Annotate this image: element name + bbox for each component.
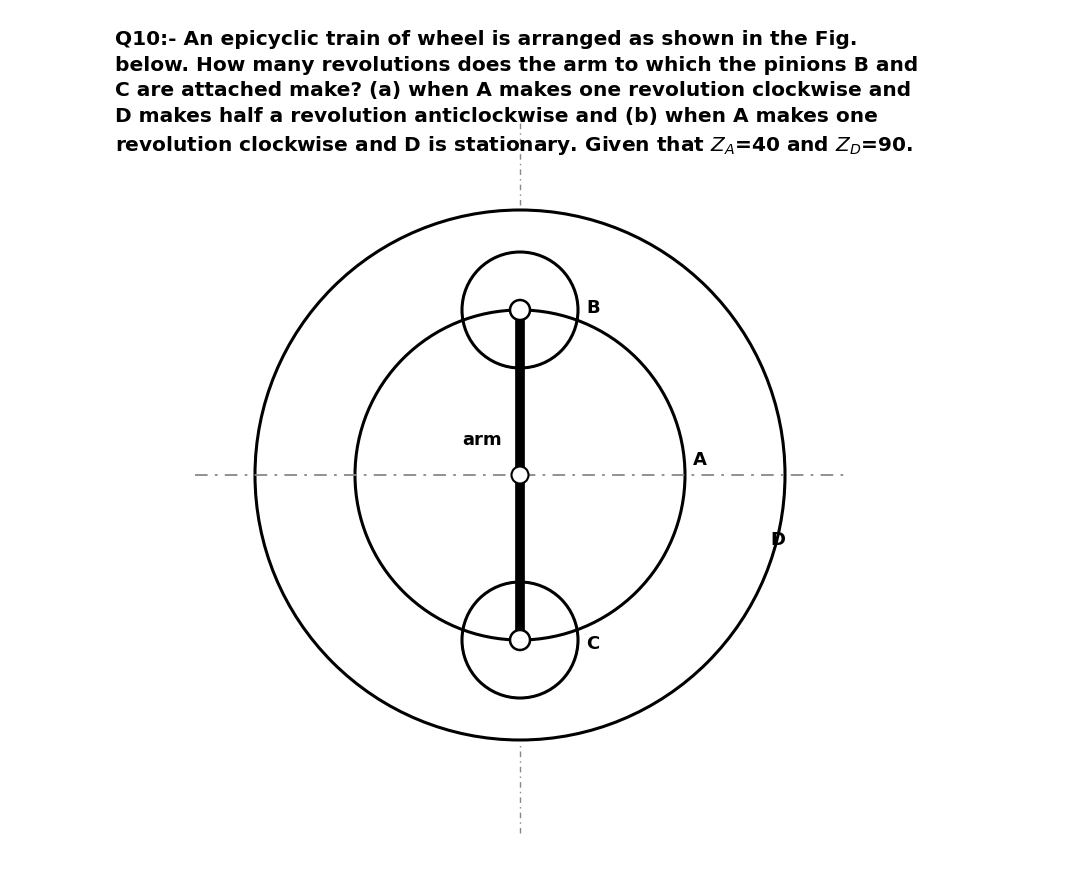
Circle shape xyxy=(510,300,530,320)
Text: B: B xyxy=(586,299,599,317)
Text: Q10:- An epicyclic train of wheel is arranged as shown in the Fig.
below. How ma: Q10:- An epicyclic train of wheel is arr… xyxy=(114,30,918,157)
Circle shape xyxy=(510,630,530,650)
Circle shape xyxy=(512,466,528,483)
Text: A: A xyxy=(693,451,707,469)
Text: C: C xyxy=(586,635,599,653)
Text: arm: arm xyxy=(462,431,502,449)
Text: D: D xyxy=(770,531,785,549)
